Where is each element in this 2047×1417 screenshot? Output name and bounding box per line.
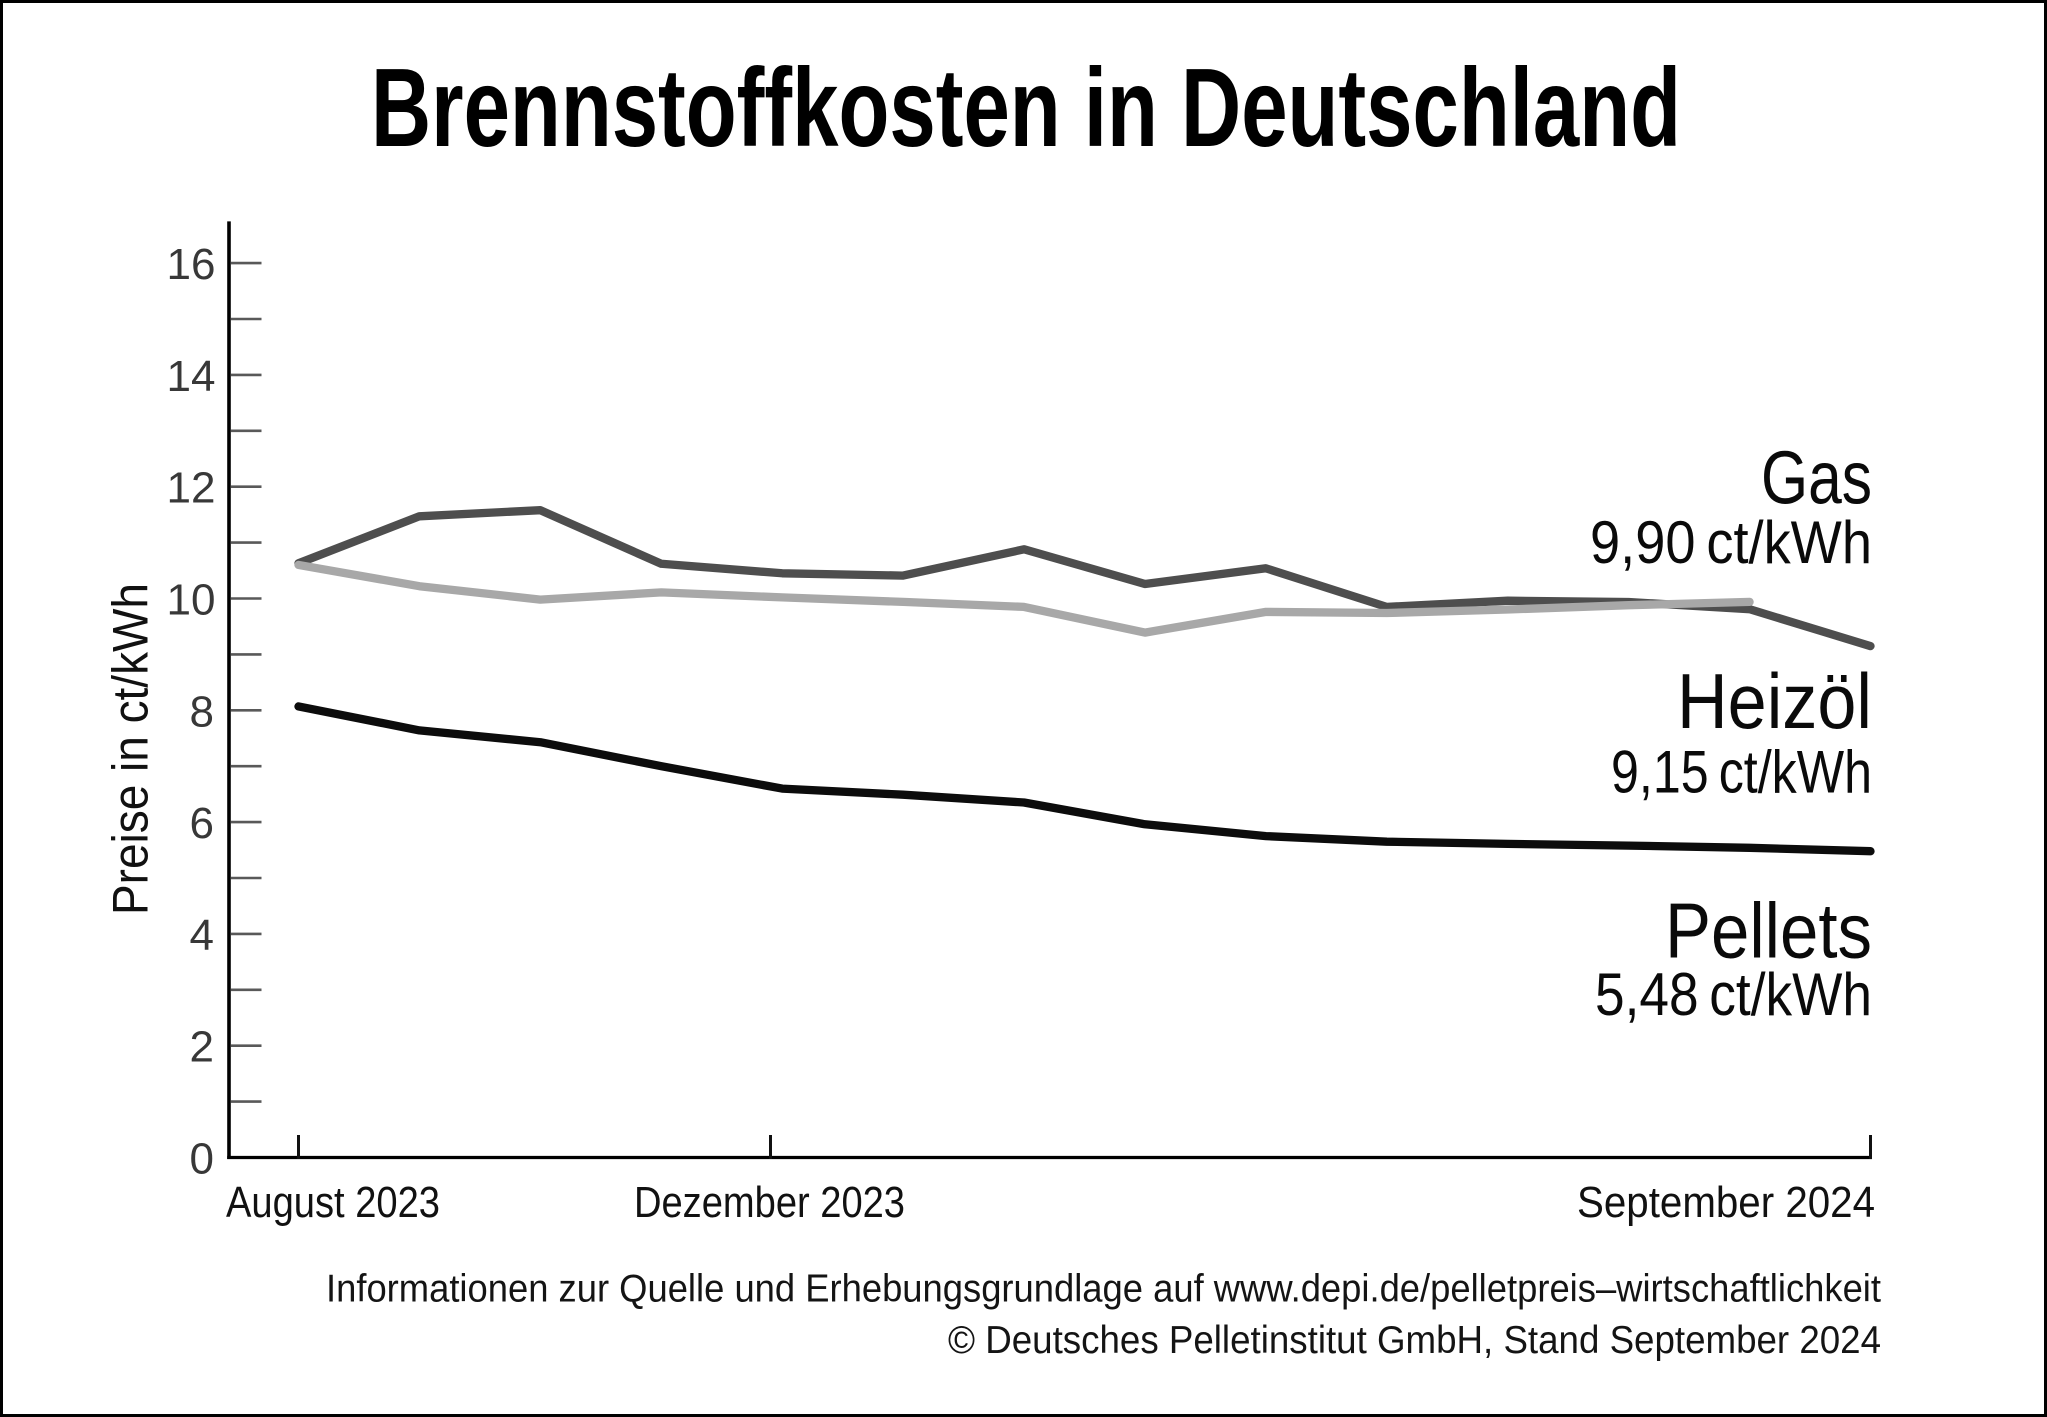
svg-text:Pellets: Pellets (1665, 886, 1872, 974)
svg-text:4: 4 (190, 911, 214, 960)
svg-text:Dezember 2023: Dezember 2023 (634, 1178, 905, 1227)
svg-text:16: 16 (167, 240, 216, 289)
svg-text:September 2024: September 2024 (1577, 1178, 1875, 1227)
svg-text:14: 14 (167, 352, 216, 401)
svg-text:Brennstoffkosten in Deutschlan: Brennstoffkosten in Deutschland (371, 46, 1681, 170)
svg-text:6: 6 (190, 799, 214, 848)
svg-text:9,90 ct/kWh: 9,90 ct/kWh (1590, 509, 1872, 576)
svg-text:August 2023: August 2023 (226, 1178, 440, 1227)
svg-text:8: 8 (190, 687, 214, 736)
svg-text:0: 0 (190, 1135, 214, 1184)
svg-text:9,15 ct/kWh: 9,15 ct/kWh (1611, 738, 1872, 805)
svg-text:12: 12 (167, 464, 216, 513)
svg-text:2: 2 (190, 1023, 214, 1072)
svg-text:Heizöl: Heizöl (1677, 657, 1872, 745)
svg-text:5,48 ct/kWh: 5,48 ct/kWh (1595, 961, 1872, 1028)
svg-text:Preise in ct/kWh: Preise in ct/kWh (103, 583, 159, 915)
svg-text:Informationen zur Quelle und E: Informationen zur Quelle und Erhebungsgr… (326, 1268, 1881, 1311)
svg-text:10: 10 (167, 576, 216, 625)
svg-text:Gas: Gas (1761, 436, 1872, 520)
svg-text:© Deutsches Pelletinstitut Gmb: © Deutsches Pelletinstitut GmbH, Stand S… (948, 1319, 1881, 1362)
